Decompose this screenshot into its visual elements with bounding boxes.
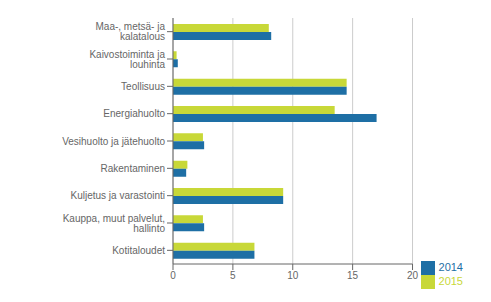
svg-text:Kuljetus ja varastointi: Kuljetus ja varastointi xyxy=(71,190,166,201)
svg-text:20: 20 xyxy=(407,270,419,281)
svg-text:Energiahuolto: Energiahuolto xyxy=(103,108,165,119)
svg-text:Kotitaloudet: Kotitaloudet xyxy=(112,245,165,256)
svg-text:Teollisuus: Teollisuus xyxy=(121,81,165,92)
html-text:2014: 2014 xyxy=(438,260,463,273)
svg-text:Maa-, metsä- jakalatalous: Maa-, metsä- jakalatalous xyxy=(96,21,166,42)
svg-text:Rakentaminen: Rakentaminen xyxy=(101,163,165,174)
svg-text:5: 5 xyxy=(230,270,236,281)
svg-text:Kaivostoiminta jalouhinta: Kaivostoiminta jalouhinta xyxy=(89,49,165,70)
html-text:2015: 2015 xyxy=(438,274,463,287)
svg-text:10: 10 xyxy=(287,270,299,281)
svg-text:Kauppa, muut palvelut,hallinto: Kauppa, muut palvelut,hallinto xyxy=(63,213,166,234)
svg-text:Vesihuolto ja jätehuolto: Vesihuolto ja jätehuolto xyxy=(62,136,165,147)
svg-text:0: 0 xyxy=(170,270,176,281)
svg-text:15: 15 xyxy=(347,270,359,281)
